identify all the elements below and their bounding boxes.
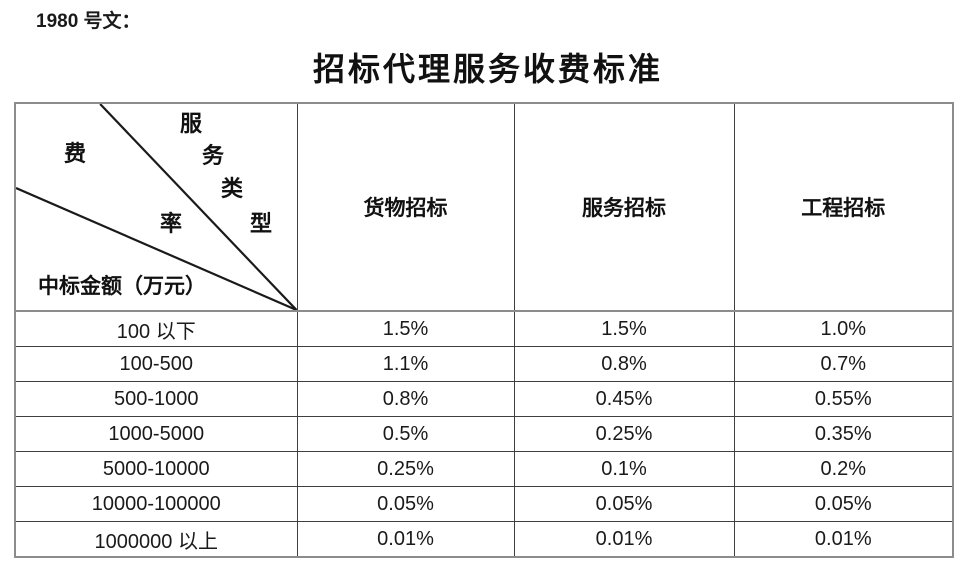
corner-rate-char: 费	[64, 141, 87, 166]
diagonal-divider-lines	[16, 104, 296, 309]
table-row: 5000-10000 0.25% 0.1% 0.2%	[14, 451, 954, 487]
column-header-goods: 货物招标	[296, 102, 515, 312]
doc-ref: 1980 号文：	[36, 11, 141, 32]
fee-cell: 0.05%	[733, 486, 954, 522]
corner-type-char: 服	[180, 111, 203, 136]
fee-cell: 0.25%	[513, 416, 735, 452]
table-row: 100 以下 1.5% 1.5% 1.0%	[14, 310, 954, 347]
corner-amount-label: 中标金额（万元）	[38, 274, 206, 298]
fee-cell: 0.1%	[513, 451, 735, 487]
fee-cell: 0.8%	[296, 381, 515, 417]
fee-cell: 0.25%	[296, 451, 515, 487]
fee-cell: 0.5%	[296, 416, 515, 452]
table-row: 100-500 1.1% 0.8% 0.7%	[14, 346, 954, 382]
fee-cell: 0.01%	[733, 521, 954, 558]
corner-type-char: 型	[250, 211, 273, 236]
fee-cell: 0.7%	[733, 346, 954, 382]
fee-standard-table: 服 务 类 型 费 率 中标金额（万元） 货物招标 服务招标 工程招标 100 …	[14, 102, 954, 558]
corner-type-char: 务	[202, 143, 225, 168]
fee-cell: 0.55%	[733, 381, 954, 417]
amount-range-cell: 1000000 以上	[14, 521, 298, 558]
fee-cell: 0.45%	[513, 381, 735, 417]
fee-cell: 1.5%	[513, 310, 735, 347]
fee-cell: 0.35%	[733, 416, 954, 452]
amount-range-cell: 5000-10000	[14, 451, 298, 487]
amount-range-cell: 1000-5000	[14, 416, 298, 452]
fee-cell: 0.8%	[513, 346, 735, 382]
table-row: 1000000 以上 0.01% 0.01% 0.01%	[14, 521, 954, 558]
amount-range-cell: 100 以下	[14, 310, 298, 347]
fee-cell: 0.05%	[296, 486, 515, 522]
amount-range-cell: 100-500	[14, 346, 298, 382]
page-title: 招标代理服务收费标准	[312, 51, 663, 87]
table-row: 1000-5000 0.5% 0.25% 0.35%	[14, 416, 954, 452]
table-row: 500-1000 0.8% 0.45% 0.55%	[14, 381, 954, 417]
fee-cell: 1.0%	[733, 310, 954, 347]
table-header-row: 服 务 类 型 费 率 中标金额（万元） 货物招标 服务招标 工程招标	[14, 102, 954, 312]
amount-range-cell: 10000-100000	[14, 486, 298, 522]
fee-cell: 0.05%	[513, 486, 735, 522]
fee-cell: 0.01%	[513, 521, 735, 558]
column-header-service: 服务招标	[513, 102, 735, 312]
amount-range-cell: 500-1000	[14, 381, 298, 417]
fee-cell: 1.5%	[296, 310, 515, 347]
column-header-engineering: 工程招标	[733, 102, 954, 312]
fee-cell: 1.1%	[296, 346, 515, 382]
corner-rate-char: 率	[160, 211, 183, 236]
table-row: 10000-100000 0.05% 0.05% 0.05%	[14, 486, 954, 522]
corner-type-char: 类	[221, 176, 244, 201]
fee-cell: 0.01%	[296, 521, 515, 558]
corner-header-cell: 服 务 类 型 费 率 中标金额（万元）	[14, 102, 298, 312]
fee-cell: 0.2%	[733, 451, 954, 487]
